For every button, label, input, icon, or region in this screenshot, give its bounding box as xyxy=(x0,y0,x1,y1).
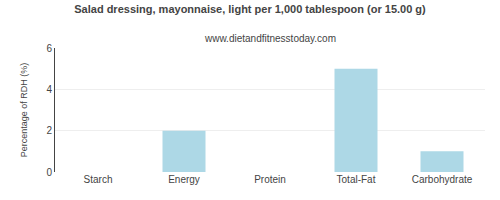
svg-text:4: 4 xyxy=(46,84,52,95)
svg-text:Starch: Starch xyxy=(84,174,113,185)
svg-text:www.dietandfitnesstoday.com: www.dietandfitnesstoday.com xyxy=(204,33,336,44)
svg-text:Salad dressing, mayonnaise, li: Salad dressing, mayonnaise, light per 1,… xyxy=(74,3,426,15)
svg-text:0: 0 xyxy=(46,167,52,178)
svg-text:Energy: Energy xyxy=(168,174,200,185)
svg-text:6: 6 xyxy=(46,43,52,54)
svg-text:2: 2 xyxy=(46,125,52,136)
svg-text:Total-Fat: Total-Fat xyxy=(337,174,376,185)
svg-text:Carbohydrate: Carbohydrate xyxy=(412,174,473,185)
svg-text:Percentage of RDH (%): Percentage of RDH (%) xyxy=(19,63,29,158)
svg-text:Protein: Protein xyxy=(254,174,286,185)
